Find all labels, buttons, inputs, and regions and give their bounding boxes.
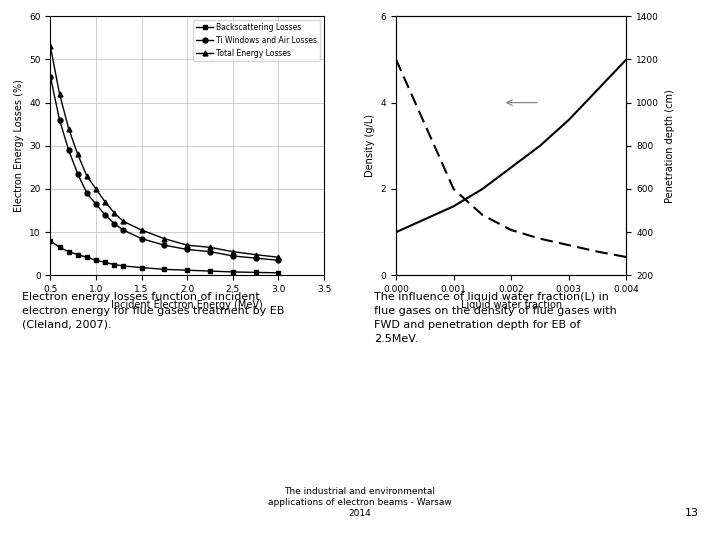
Backscattering Losses (46, 238, 55, 244)
Backscattering Losses (228, 269, 237, 275)
Text: The industrial and environmental
applications of electron beams - Warsaw
2014: The industrial and environmental applica… (268, 487, 452, 518)
Total Energy Losses (160, 235, 168, 242)
Backscattering Losses (160, 266, 168, 273)
Ti Windows and Air Losses (91, 201, 100, 207)
Backscattering Losses (183, 267, 192, 273)
Ti Windows and Air Losses (73, 171, 82, 177)
Ti Windows and Air Losses (274, 257, 283, 264)
Line: Backscattering Losses: Backscattering Losses (48, 238, 281, 275)
Backscattering Losses (91, 257, 100, 264)
Ti Windows and Air Losses (206, 248, 215, 255)
Y-axis label: Penetration depth (cm): Penetration depth (cm) (665, 89, 675, 202)
Total Energy Losses (64, 125, 73, 132)
Total Energy Losses (55, 91, 64, 97)
Ti Windows and Air Losses (160, 242, 168, 248)
Backscattering Losses (73, 252, 82, 258)
Backscattering Losses (83, 254, 91, 260)
Total Energy Losses (46, 43, 55, 50)
X-axis label: Incident Electron Energy (MeV): Incident Electron Energy (MeV) (112, 300, 263, 309)
X-axis label: Liquid water fraction: Liquid water fraction (461, 300, 562, 309)
Total Energy Losses (138, 227, 146, 233)
Total Energy Losses (228, 248, 237, 255)
Total Energy Losses (274, 254, 283, 260)
Backscattering Losses (274, 269, 283, 276)
Ti Windows and Air Losses (55, 117, 64, 123)
Ti Windows and Air Losses (138, 235, 146, 242)
Total Energy Losses (110, 210, 119, 216)
Total Energy Losses (119, 218, 127, 225)
Ti Windows and Air Losses (46, 73, 55, 80)
Y-axis label: Electron Energy Losses (%): Electron Energy Losses (%) (14, 79, 24, 212)
Backscattering Losses (138, 265, 146, 271)
Backscattering Losses (101, 259, 109, 266)
Total Energy Losses (251, 252, 260, 258)
Backscattering Losses (110, 261, 119, 268)
Total Energy Losses (91, 186, 100, 192)
Backscattering Losses (251, 269, 260, 275)
Backscattering Losses (55, 244, 64, 251)
Text: 13: 13 (685, 508, 698, 518)
Backscattering Losses (64, 248, 73, 255)
Ti Windows and Air Losses (83, 190, 91, 197)
Line: Ti Windows and Air Losses: Ti Windows and Air Losses (48, 74, 281, 263)
Legend: Backscattering Losses, Ti Windows and Air Losses, Total Energy Losses: Backscattering Losses, Ti Windows and Ai… (193, 20, 320, 61)
Line: Total Energy Losses: Total Energy Losses (48, 44, 281, 260)
Ti Windows and Air Losses (183, 246, 192, 253)
Total Energy Losses (83, 173, 91, 179)
Total Energy Losses (101, 199, 109, 205)
Ti Windows and Air Losses (119, 227, 127, 233)
Backscattering Losses (206, 268, 215, 274)
Ti Windows and Air Losses (251, 255, 260, 261)
Total Energy Losses (73, 151, 82, 158)
Total Energy Losses (183, 242, 192, 248)
Y-axis label: Density (g/L): Density (g/L) (365, 114, 375, 177)
Total Energy Losses (206, 244, 215, 251)
Text: The influence of liquid water fraction(L) in
flue gases on the density of flue g: The influence of liquid water fraction(L… (374, 292, 617, 343)
Text: Electron energy losses function of incident
electron energy for flue gases treat: Electron energy losses function of incid… (22, 292, 284, 329)
Ti Windows and Air Losses (110, 220, 119, 227)
Ti Windows and Air Losses (64, 147, 73, 153)
Backscattering Losses (119, 262, 127, 269)
Ti Windows and Air Losses (228, 253, 237, 259)
Ti Windows and Air Losses (101, 212, 109, 218)
